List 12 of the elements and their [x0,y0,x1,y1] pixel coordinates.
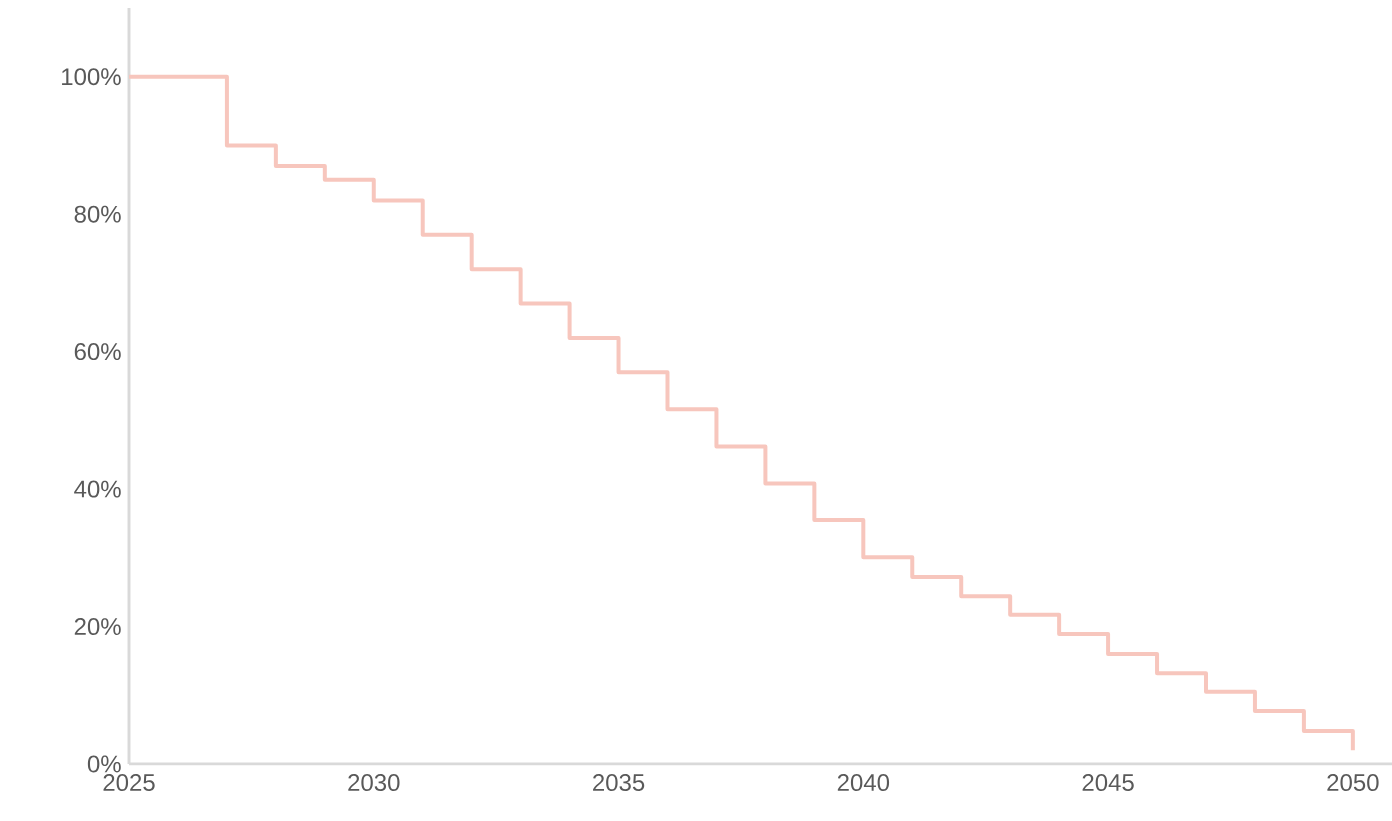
x-tick-label: 2045 [1082,774,1134,792]
x-tick-label: 2050 [1327,774,1379,792]
y-tick-label: 40% [74,480,121,498]
x-tick-label: 2040 [837,774,890,792]
y-tick-label: 0% [87,755,121,773]
y-tick-label: 80% [74,205,121,223]
y-tick-label: 100% [62,68,121,86]
x-tick-label: 2025 [103,774,155,792]
x-tick-label: 2030 [348,774,400,792]
y-tick-label: 60% [74,343,121,361]
x-tick-label: 2035 [593,774,645,792]
y-tick-label: 20% [74,618,121,636]
